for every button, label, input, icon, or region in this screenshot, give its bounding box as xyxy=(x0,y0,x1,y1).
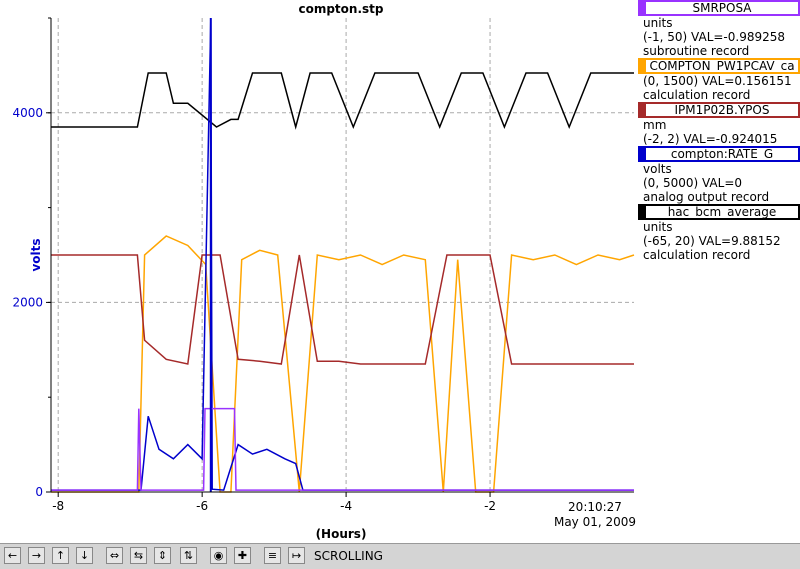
status-text: SCROLLING xyxy=(314,549,383,563)
record-icon[interactable]: ◉ xyxy=(210,547,227,564)
x-tick-label: -8 xyxy=(52,499,64,513)
plus-icon[interactable]: ✚ xyxy=(234,547,251,564)
chart: compton.stp -8 -6 -4 -2 0 2000 4000 volts (Hou… xyxy=(12,2,636,541)
series-line-1 xyxy=(51,235,635,493)
legend-range-val: (-65, 20) VAL=9.88152 xyxy=(643,234,781,248)
arrow-left-icon[interactable]: ← xyxy=(4,547,21,564)
legend: SMRPOSA units (-1, 50) VAL=-0.989258 subrou… xyxy=(636,0,800,262)
toolbar: SCROLLING ← → ↑ ↓ ⇔ ⇆ ⇕ ⇅ ◉ ✚ ≡ ↦ xyxy=(0,543,800,569)
legend-range-val: (0, 5000) VAL=0 xyxy=(643,176,743,190)
x-tick-label: -6 xyxy=(196,499,208,513)
x-tick-label: -2 xyxy=(484,499,496,513)
legend-record: analog output record xyxy=(643,190,770,204)
legend-item[interactable]: hac_bcm_average units (-65, 20) VAL=9.8815… xyxy=(636,204,800,262)
legend-series-name: SMRPOSA xyxy=(638,0,800,16)
chart-title: compton.stp xyxy=(298,2,383,16)
series-line-0 xyxy=(51,72,634,130)
compress-vertical-icon[interactable]: ⇅ xyxy=(180,547,197,564)
x-tick-label: -4 xyxy=(340,499,352,513)
legend-series-name: IPM1P02B.YPOS xyxy=(638,102,800,118)
series-line-3 xyxy=(51,18,634,491)
compress-horizontal-icon[interactable]: ⇆ xyxy=(130,547,147,564)
arrow-up-icon[interactable]: ↑ xyxy=(52,547,69,564)
expand-horizontal-icon[interactable]: ⇔ xyxy=(106,547,123,564)
y-tick-label: 4000 xyxy=(12,106,43,120)
series-line-4 xyxy=(51,407,634,491)
legend-range-val: (-1, 50) VAL=-0.989258 xyxy=(643,30,786,44)
legend-range-val: (0, 1500) VAL=0.156151 xyxy=(643,74,792,88)
y-tick-label: 0 xyxy=(35,485,43,499)
y-axis-label: volts xyxy=(29,238,43,271)
y-tick-label: 2000 xyxy=(12,295,43,309)
legend-units: units xyxy=(643,16,673,30)
expand-vertical-icon[interactable]: ⇕ xyxy=(154,547,171,564)
legend-record: calculation record xyxy=(643,88,751,102)
legend-range-val: (-2, 2) VAL=-0.924015 xyxy=(643,132,778,146)
scroll-icon[interactable]: ↦ xyxy=(288,547,305,564)
arrow-right-icon[interactable]: → xyxy=(28,547,45,564)
arrow-down-icon[interactable]: ↓ xyxy=(76,547,93,564)
series-line-2 xyxy=(51,254,634,365)
timestamp-time: 20:10:27 xyxy=(568,500,622,514)
legend-record: subroutine record xyxy=(643,44,750,58)
legend-series-name: compton:RATE_G xyxy=(638,146,800,162)
timestamp-date: May 01, 2009 xyxy=(554,515,636,529)
legend-item[interactable]: compton:RATE_G volts (0, 5000) VAL=0 analog… xyxy=(636,146,800,204)
legend-units: volts xyxy=(643,162,672,176)
legend-series-name: COMPTON_PW1PCAV_ca xyxy=(638,58,800,74)
legend-item[interactable]: COMPTON_PW1PCAV_ca (0, 1500) VAL=0.156151… xyxy=(636,58,800,102)
legend-item[interactable]: IPM1P02B.YPOS mm (-2, 2) VAL=-0.924015 xyxy=(636,102,800,146)
x-axis-label: (Hours) xyxy=(316,527,367,541)
legend-series-name: hac_bcm_average xyxy=(638,204,800,220)
legend-units: mm xyxy=(643,118,667,132)
stack-icon[interactable]: ≡ xyxy=(264,547,281,564)
legend-units: units xyxy=(643,220,673,234)
legend-item[interactable]: SMRPOSA units (-1, 50) VAL=-0.989258 subrou… xyxy=(636,0,800,58)
legend-record: calculation record xyxy=(643,248,751,262)
